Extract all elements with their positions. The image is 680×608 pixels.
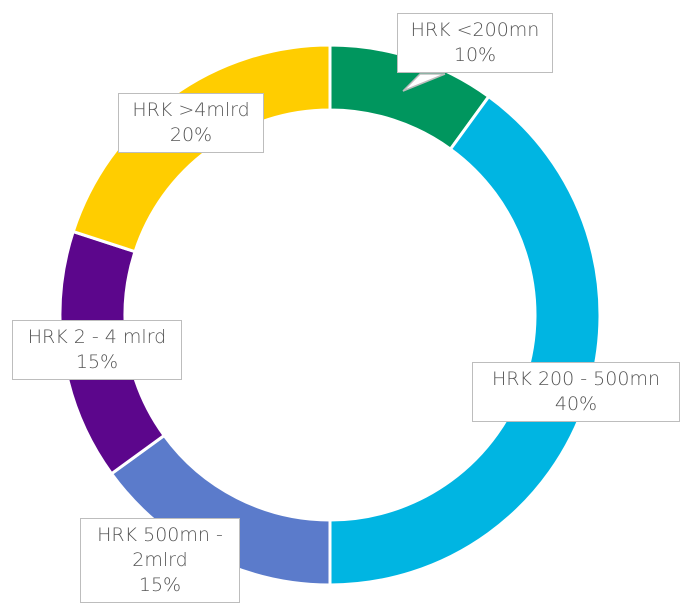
data-label: HRK >4mlrd 20% [118,93,264,153]
callout-pointer [402,73,446,92]
data-label: HRK 200 - 500mn 40% [472,362,680,422]
data-label: HRK <200mn 10% [397,13,553,73]
category-label: HRK 2 - 4 mlrd [27,326,167,348]
value-label: 10% [453,44,497,66]
category-label: HRK 200 - 500mn [491,368,660,390]
data-label: HRK 500mn - 2mlrd 15% [80,518,240,603]
value-label: 15% [138,574,182,596]
value-label: 15% [75,351,119,373]
value-label: 20% [169,124,213,146]
category-label: HRK >4mlrd [132,99,250,121]
category-label: HRK 500mn - 2mlrd [97,524,223,571]
value-label: 40% [554,393,598,415]
data-label: HRK 2 - 4 mlrd 15% [12,320,182,380]
category-label: HRK <200mn [410,19,540,41]
donut-segment [328,94,602,587]
